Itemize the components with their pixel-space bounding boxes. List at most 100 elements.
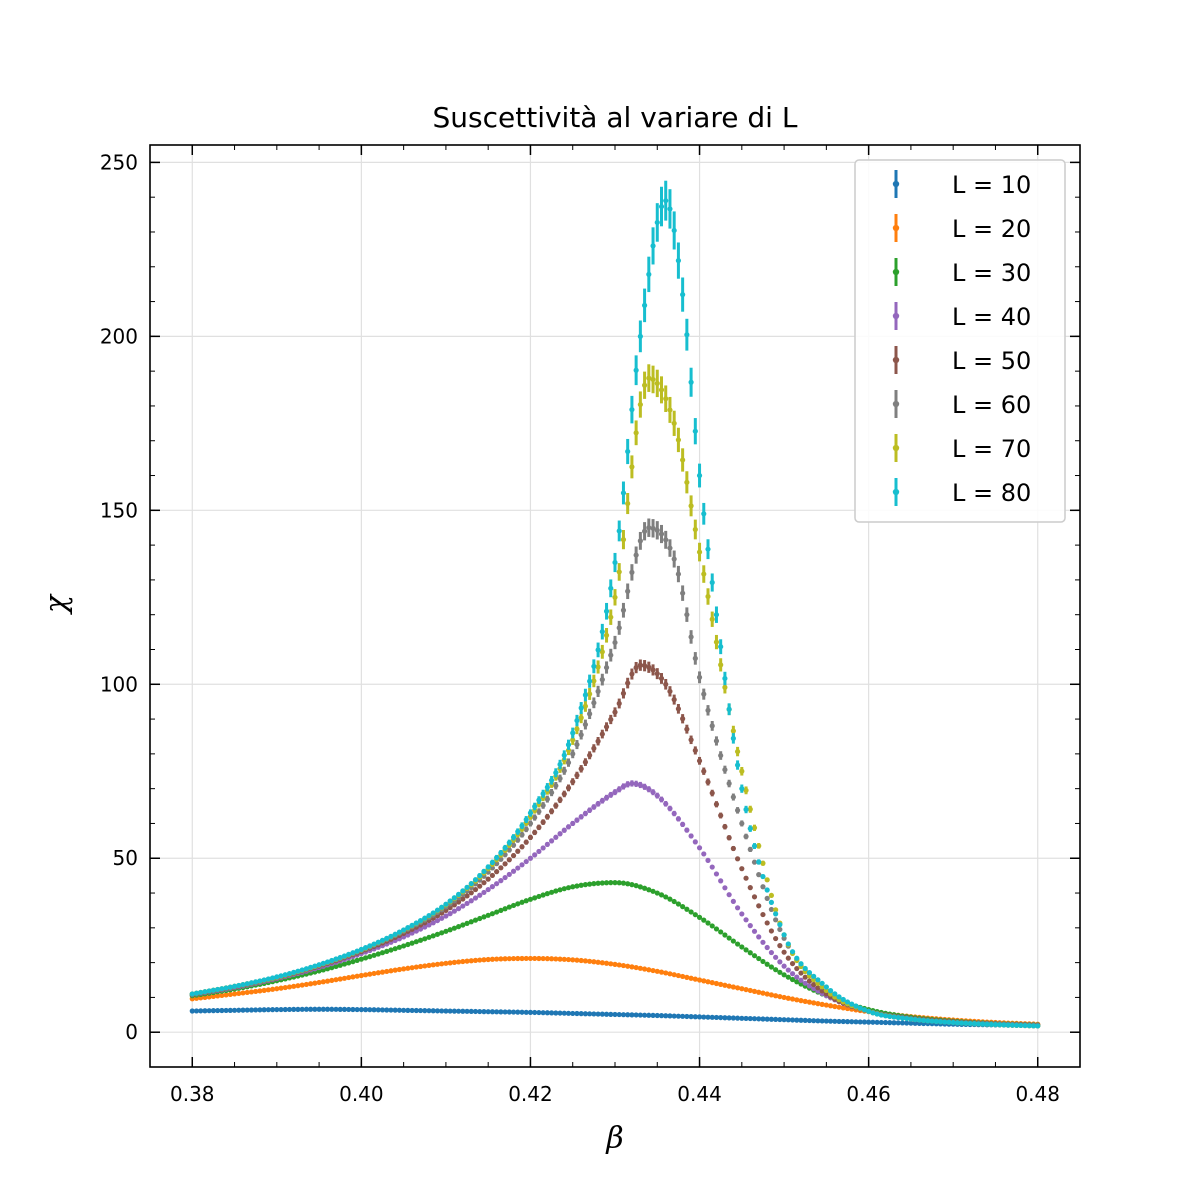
data-point bbox=[756, 859, 762, 865]
data-point bbox=[375, 951, 381, 957]
data-point bbox=[582, 692, 589, 698]
data-point bbox=[231, 983, 238, 989]
data-point bbox=[333, 956, 339, 962]
data-point bbox=[612, 559, 618, 566]
data-point bbox=[899, 1020, 906, 1026]
data-point bbox=[832, 1018, 838, 1024]
data-point bbox=[502, 861, 508, 867]
data-point bbox=[557, 1010, 563, 1016]
legend-marker bbox=[892, 488, 900, 496]
data-point bbox=[337, 962, 343, 968]
data-point bbox=[519, 823, 525, 829]
data-point bbox=[515, 865, 521, 871]
data-point bbox=[798, 998, 804, 1004]
data-point bbox=[730, 728, 736, 734]
data-point bbox=[633, 883, 639, 889]
data-point bbox=[646, 525, 652, 531]
data-point bbox=[629, 882, 635, 888]
data-point bbox=[506, 857, 512, 863]
data-point bbox=[527, 834, 534, 840]
data-point bbox=[709, 723, 715, 729]
data-point bbox=[718, 1014, 724, 1021]
data-point bbox=[570, 1010, 576, 1017]
data-point bbox=[189, 991, 195, 997]
data-point bbox=[582, 810, 589, 817]
data-point bbox=[823, 1002, 829, 1008]
data-point bbox=[663, 198, 669, 204]
data-point bbox=[1035, 1023, 1041, 1029]
data-point bbox=[274, 974, 280, 980]
data-point bbox=[553, 1010, 559, 1016]
data-point bbox=[794, 974, 800, 980]
data-point bbox=[540, 791, 546, 797]
data-point bbox=[620, 783, 627, 790]
data-point bbox=[565, 760, 572, 766]
data-point bbox=[667, 206, 673, 212]
data-point bbox=[747, 923, 753, 929]
data-point bbox=[760, 860, 766, 866]
data-point bbox=[430, 933, 436, 939]
data-point bbox=[840, 1018, 846, 1025]
data-point bbox=[540, 1010, 546, 1016]
data-point bbox=[540, 802, 546, 809]
data-point bbox=[489, 872, 496, 879]
data-point bbox=[502, 1009, 508, 1015]
data-point bbox=[827, 988, 834, 994]
data-point bbox=[540, 819, 546, 825]
data-point bbox=[1030, 1023, 1037, 1029]
data-point bbox=[219, 1007, 225, 1014]
data-point bbox=[561, 768, 567, 774]
data-point bbox=[730, 898, 736, 904]
data-point bbox=[709, 790, 715, 796]
data-point bbox=[773, 1016, 779, 1023]
data-point bbox=[616, 528, 622, 534]
data-point bbox=[282, 1006, 288, 1013]
data-point bbox=[536, 1009, 542, 1016]
data-point bbox=[447, 960, 453, 966]
data-point bbox=[468, 1008, 474, 1015]
data-point bbox=[603, 960, 610, 966]
data-point bbox=[565, 885, 572, 891]
data-point bbox=[506, 871, 512, 878]
data-point bbox=[506, 840, 512, 846]
data-point bbox=[641, 528, 648, 534]
data-point bbox=[515, 901, 521, 907]
data-point bbox=[785, 967, 791, 973]
data-point bbox=[257, 1007, 263, 1013]
data-point bbox=[519, 844, 525, 850]
data-point bbox=[684, 906, 690, 912]
data-point bbox=[789, 976, 796, 983]
data-point bbox=[464, 958, 470, 964]
data-point bbox=[675, 1013, 682, 1019]
data-point bbox=[443, 928, 449, 934]
data-point bbox=[667, 688, 673, 694]
data-point bbox=[696, 549, 703, 555]
data-point bbox=[734, 1015, 741, 1021]
data-point bbox=[548, 889, 555, 895]
data-point bbox=[625, 881, 631, 887]
data-point bbox=[616, 569, 622, 575]
data-point bbox=[257, 988, 263, 994]
data-point bbox=[743, 787, 749, 793]
data-point bbox=[620, 690, 627, 696]
data-point bbox=[802, 998, 808, 1004]
data-point bbox=[684, 726, 690, 732]
data-point bbox=[240, 1007, 246, 1013]
legend-item: L = 20 bbox=[892, 214, 1031, 243]
data-point bbox=[536, 797, 542, 803]
data-point bbox=[502, 956, 508, 962]
data-point bbox=[358, 1006, 364, 1013]
data-point bbox=[806, 1017, 813, 1024]
data-point bbox=[384, 1007, 390, 1013]
data-point bbox=[599, 731, 605, 737]
data-point bbox=[980, 1021, 986, 1027]
data-point bbox=[984, 1021, 990, 1027]
data-point bbox=[751, 988, 758, 994]
data-point bbox=[646, 664, 652, 670]
data-point bbox=[333, 963, 339, 970]
data-point bbox=[430, 1008, 436, 1014]
data-point bbox=[705, 779, 711, 785]
data-point bbox=[654, 380, 660, 386]
data-point bbox=[798, 1017, 804, 1023]
data-point bbox=[388, 933, 394, 939]
